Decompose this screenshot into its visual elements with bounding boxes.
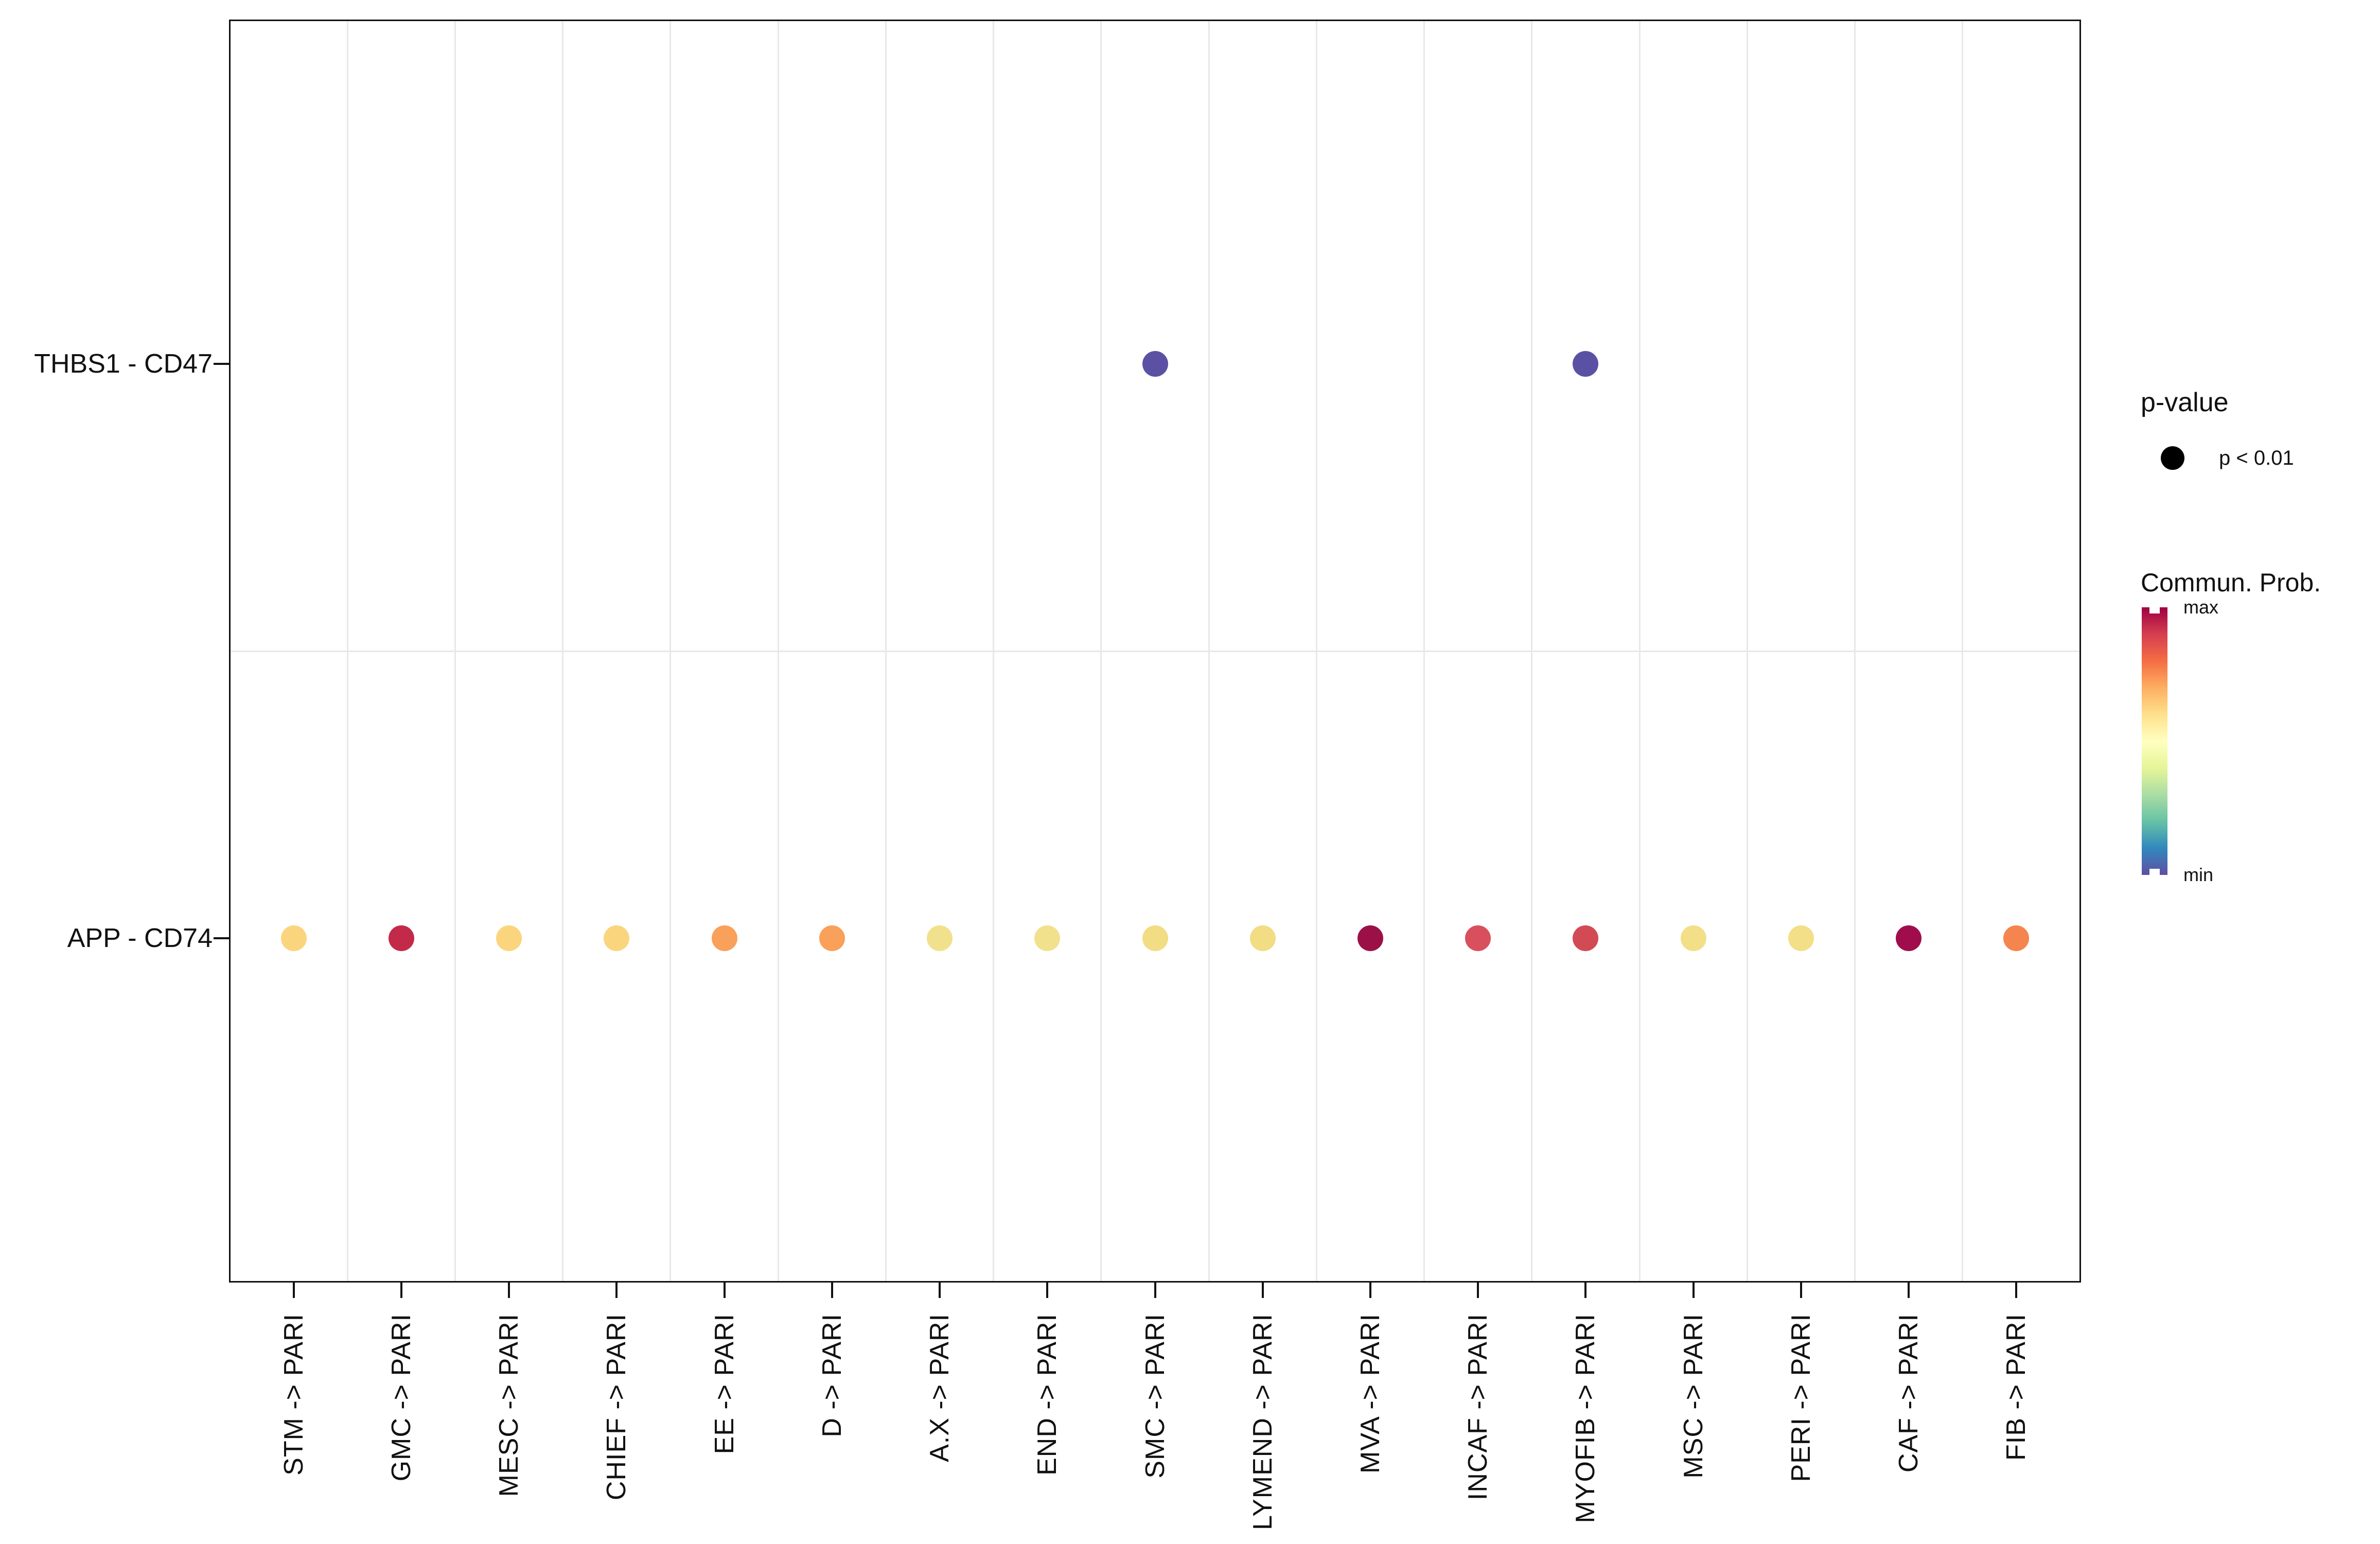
x-axis-label: LYMEND -> PARI: [1247, 1313, 1278, 1530]
colorbar-max-tick: [2149, 607, 2160, 613]
x-axis-tick: [1261, 1283, 1264, 1298]
x-axis-tick: [2015, 1283, 2018, 1298]
x-axis-label: MSC -> PARI: [1678, 1313, 1708, 1479]
x-axis-label: INCAF -> PARI: [1463, 1313, 1493, 1501]
data-point: [280, 925, 307, 951]
horizontal-gridline: [231, 650, 2079, 652]
x-axis-label: GMC -> PARI: [386, 1313, 416, 1482]
x-axis-label: D -> PARI: [817, 1313, 847, 1437]
data-point: [1465, 925, 1491, 951]
data-point: [1034, 925, 1061, 951]
data-point: [927, 925, 953, 951]
x-axis-label: EE -> PARI: [709, 1313, 739, 1454]
data-point: [1573, 351, 1599, 377]
y-axis-tick: [214, 363, 229, 365]
x-axis-label: PERI -> PARI: [1786, 1313, 1816, 1482]
x-axis-tick: [1046, 1283, 1049, 1298]
pvalue-legend-title: p-value: [2141, 388, 2229, 417]
x-axis-label: MVA -> PARI: [1355, 1313, 1385, 1474]
colorbar-min-label: min: [2183, 864, 2214, 885]
data-point: [604, 925, 630, 951]
y-axis-label: APP - CD74: [67, 923, 213, 953]
data-point: [1249, 925, 1276, 951]
x-axis-tick: [615, 1283, 618, 1298]
x-axis-label: FIB -> PARI: [2001, 1313, 2032, 1461]
colorbar-legend-title: Commun. Prob.: [2141, 568, 2321, 597]
data-point: [1142, 351, 1168, 377]
commun-prob-colorbar: [2142, 607, 2167, 875]
y-axis-label: THBS1 - CD47: [34, 349, 213, 379]
data-point: [1573, 925, 1599, 951]
data-point: [496, 925, 522, 951]
x-axis-label: END -> PARI: [1032, 1313, 1063, 1476]
x-axis-tick: [1369, 1283, 1371, 1298]
x-axis-tick: [1584, 1283, 1587, 1298]
x-axis-label: SMC -> PARI: [1140, 1313, 1170, 1479]
x-axis-label: MESC -> PARI: [494, 1313, 524, 1497]
colorbar-min-tick: [2149, 869, 2160, 875]
x-axis-tick: [400, 1283, 402, 1298]
x-axis-tick: [508, 1283, 510, 1298]
data-point: [1680, 925, 1706, 951]
x-axis-tick: [1154, 1283, 1156, 1298]
x-axis-tick: [1477, 1283, 1479, 1298]
data-point: [819, 925, 845, 951]
x-axis-label: MYOFIB -> PARI: [1571, 1313, 1601, 1523]
data-point: [2003, 925, 2030, 951]
x-axis-label: CHIEF -> PARI: [602, 1313, 632, 1501]
data-point: [1788, 925, 1814, 951]
data-point: [1896, 925, 1922, 951]
x-axis-label: STM -> PARI: [278, 1313, 309, 1476]
pvalue-legend-item: p < 0.01: [2219, 447, 2294, 469]
pvalue-dot-icon: [2161, 446, 2184, 470]
x-axis-tick: [1800, 1283, 1802, 1298]
x-axis-tick: [1692, 1283, 1695, 1298]
x-axis-tick: [1908, 1283, 1910, 1298]
x-axis-label: A.X -> PARI: [925, 1313, 955, 1462]
data-point: [388, 925, 414, 951]
data-point: [711, 925, 737, 951]
x-axis-tick: [939, 1283, 941, 1298]
x-axis-tick: [831, 1283, 833, 1298]
data-point: [1142, 925, 1168, 951]
x-axis-tick: [723, 1283, 726, 1298]
x-axis-tick: [292, 1283, 295, 1298]
x-axis-label: CAF -> PARI: [1894, 1313, 1924, 1473]
y-axis-tick: [214, 937, 229, 939]
colorbar-max-label: max: [2183, 596, 2219, 618]
data-point: [1357, 925, 1383, 951]
